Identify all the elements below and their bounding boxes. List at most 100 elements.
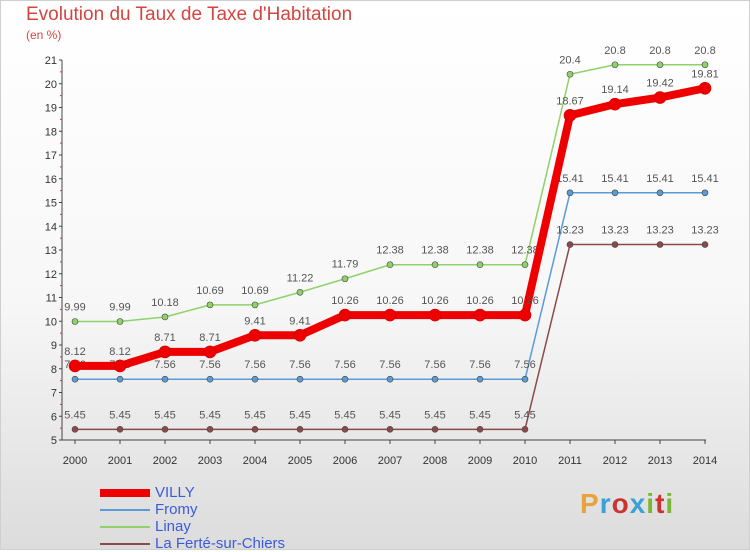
- y-tick-label: 13: [45, 245, 57, 257]
- data-point-villy: [293, 328, 307, 342]
- data-label-fromy: 7.56: [289, 359, 310, 371]
- data-point-linay: [521, 261, 529, 269]
- data-label-linay: 11.22: [287, 272, 314, 284]
- data-label-la-fert-sur-chiers: 13.23: [556, 225, 584, 237]
- data-point-fromy: [251, 375, 259, 383]
- data-label-linay: 12.38: [421, 245, 449, 257]
- data-label-la-fert-sur-chiers: 13.23: [646, 225, 674, 237]
- data-point-linay: [161, 313, 169, 321]
- data-label-linay: 10.69: [196, 285, 224, 297]
- proxiti-logo: Proxiti: [580, 488, 675, 519]
- data-point-fromy: [566, 189, 574, 197]
- data-label-linay: 12.38: [511, 245, 539, 257]
- y-tick-label: 11: [46, 293, 57, 305]
- data-label-fromy: 7.56: [334, 359, 355, 371]
- data-point-linay: [206, 301, 214, 309]
- data-point-linay: [611, 61, 619, 69]
- data-label-fromy: 7.56: [469, 359, 490, 371]
- data-label-villy: 10.26: [331, 295, 359, 307]
- data-point-villy: [113, 359, 127, 373]
- data-point-fromy: [341, 375, 349, 383]
- x-tick-label: 2014: [693, 455, 717, 467]
- y-tick-label: 20: [45, 79, 57, 91]
- y-tick-label: 14: [45, 221, 57, 233]
- x-tick-label: 2012: [603, 455, 627, 467]
- data-label-linay: 10.18: [151, 297, 179, 309]
- legend-label: VILLY: [155, 484, 195, 501]
- data-label-fromy: 7.56: [154, 359, 175, 371]
- x-tick-label: 2011: [558, 455, 582, 467]
- data-point-fromy: [431, 375, 439, 383]
- data-point-villy: [653, 91, 667, 104]
- data-label-la-fert-sur-chiers: 5.45: [64, 409, 85, 421]
- data-point-fromy: [71, 375, 79, 383]
- data-label-linay: 10.69: [241, 285, 269, 297]
- data-point-la-fert-sur-chiers: [476, 426, 484, 433]
- data-point-linay: [656, 61, 664, 69]
- data-point-villy: [473, 308, 487, 322]
- y-tick-label: 15: [45, 198, 57, 210]
- data-point-linay: [431, 261, 439, 269]
- data-point-fromy: [296, 375, 304, 383]
- data-point-la-fert-sur-chiers: [566, 241, 574, 248]
- data-point-villy: [203, 345, 217, 359]
- data-point-la-fert-sur-chiers: [386, 426, 394, 433]
- data-point-fromy: [701, 189, 709, 197]
- legend-swatch: [100, 489, 150, 497]
- data-label-la-fert-sur-chiers: 5.45: [154, 409, 175, 421]
- data-label-villy: 19.81: [691, 68, 719, 80]
- x-tick-label: 2001: [108, 455, 132, 467]
- data-point-la-fert-sur-chiers: [71, 426, 79, 433]
- data-label-fromy: 7.56: [244, 359, 265, 371]
- x-tick-label: 2010: [513, 455, 537, 467]
- data-point-linay: [386, 261, 394, 269]
- x-tick-label: 2005: [288, 455, 312, 467]
- data-label-la-fert-sur-chiers: 5.45: [334, 409, 355, 421]
- y-tick-label: 10: [45, 316, 57, 328]
- data-point-fromy: [476, 375, 484, 383]
- data-point-linay: [566, 70, 574, 78]
- data-label-linay: 11.79: [332, 259, 359, 271]
- data-label-villy: 18.67: [556, 95, 584, 107]
- data-label-linay: 9.99: [109, 301, 130, 313]
- data-point-villy: [698, 81, 712, 95]
- y-tick-label: 6: [51, 411, 57, 423]
- data-point-linay: [116, 318, 124, 325]
- data-label-fromy: 7.56: [379, 359, 400, 371]
- x-tick-label: 2003: [198, 455, 222, 467]
- data-point-linay: [701, 61, 709, 69]
- data-point-fromy: [116, 375, 124, 383]
- legend-swatch: [100, 509, 150, 511]
- data-point-villy: [563, 109, 577, 122]
- data-point-villy: [158, 345, 172, 359]
- data-label-villy: 9.41: [289, 315, 310, 327]
- chart-title: Evolution du Taux de Taxe d'Habitation: [26, 4, 353, 25]
- data-label-la-fert-sur-chiers: 5.45: [244, 409, 265, 421]
- data-label-villy: 10.26: [376, 295, 404, 307]
- data-label-fromy: 7.56: [199, 359, 220, 371]
- data-point-villy: [338, 308, 352, 322]
- data-label-villy: 19.42: [646, 78, 674, 90]
- data-label-la-fert-sur-chiers: 5.45: [199, 409, 220, 421]
- y-tick-label: 8: [51, 364, 57, 376]
- data-point-fromy: [521, 375, 529, 383]
- legend-label: Linay: [155, 518, 191, 535]
- data-label-fromy: 15.41: [646, 173, 674, 185]
- data-point-linay: [476, 261, 484, 269]
- legend-swatch: [100, 543, 150, 545]
- data-point-linay: [341, 275, 349, 283]
- data-label-linay: 20.8: [604, 45, 625, 57]
- y-tick-label: 16: [45, 174, 57, 186]
- x-tick-label: 2004: [243, 455, 267, 467]
- data-point-fromy: [656, 189, 664, 197]
- data-point-villy: [248, 328, 262, 342]
- y-tick-label: 5: [51, 435, 57, 447]
- data-label-villy: 10.26: [511, 295, 539, 307]
- data-point-villy: [608, 97, 622, 111]
- data-label-fromy: 15.41: [556, 173, 584, 185]
- x-tick-label: 2013: [648, 455, 672, 467]
- data-point-la-fert-sur-chiers: [116, 426, 124, 433]
- data-point-villy: [428, 308, 442, 322]
- data-label-linay: 20.8: [694, 45, 715, 57]
